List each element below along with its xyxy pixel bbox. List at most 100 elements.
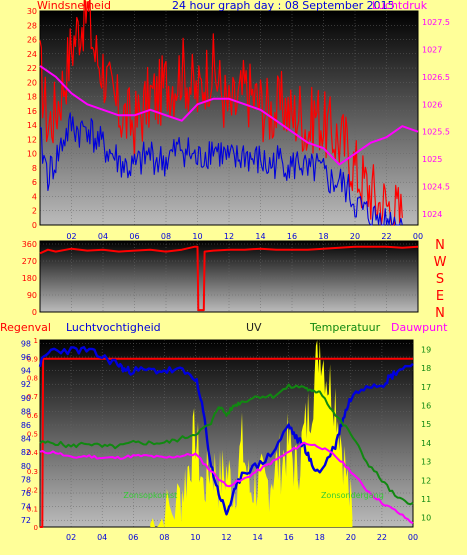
temperature-line (39, 383, 414, 506)
compass-letter: N (435, 306, 445, 321)
rain-tick-label: 1 (34, 337, 38, 345)
wind-tick-label: 20 (27, 78, 37, 87)
direction-series (39, 245, 419, 312)
humidity-tick-label: 96 (21, 353, 31, 362)
pressure-tick-label: 1027.5 (422, 18, 450, 27)
wind-x-tick-label: 06 (129, 232, 139, 241)
humidity-tick-label: 76 (21, 489, 31, 498)
humidity-ticks: 72 74 76 78 80 82 84 86 88 90 92 94 96 98 (21, 339, 31, 525)
direction-grid (39, 240, 419, 313)
wind-tick-label: 10 (27, 150, 37, 159)
rain-ticks: 0 0.1 0.2 0.3 0.4 0.5 0.6 0.7 0.8 0.9 1 (27, 337, 39, 532)
rain-tick-label: 0.9 (27, 356, 38, 364)
chart-title: 24 hour graph day : 08 September 2015 (172, 0, 395, 12)
climate-x-tick-label: 12 (221, 533, 231, 542)
humidity-tick-label: 78 (21, 475, 31, 484)
temperature-tick-label: 15 (421, 420, 431, 429)
wind-series (39, 0, 419, 226)
wind-tick-label: 4 (32, 192, 37, 201)
temperature-tick-label: 16 (421, 401, 431, 410)
rainfall-line (40, 357, 413, 528)
pressure-right-ticks: 1024 1024.5 1025 1025.5 1026 1026.5 1027 1027.5 (422, 18, 450, 219)
temperature-tick-label: 18 (421, 364, 431, 373)
wind-tick-label: 26 (27, 36, 37, 45)
wind-tick-label: 14 (27, 121, 37, 130)
wind-x-ticks: 02 04 06 08 10 12 14 16 18 20 22 00 (66, 232, 423, 241)
sunrise-label: Zonsopkomst (123, 491, 177, 500)
climate-chart: 0 0.1 0.2 0.3 0.4 0.5 0.6 0.7 0.8 0.9 1 72 74 76 78 80… (0, 321, 448, 542)
climate-x-tick-label: 20 (346, 533, 356, 542)
direction-tick-label: 360 (22, 240, 37, 249)
temperature-tick-label: 12 (421, 476, 431, 485)
rain-tick-label: 0.4 (27, 449, 39, 457)
temperature-ticks: 10 11 12 13 14 15 16 17 18 19 (421, 345, 431, 522)
humidity-tick-label: 86 (21, 421, 31, 430)
compass-letter: W (434, 255, 447, 270)
rain-tick-label: 0 (34, 524, 38, 532)
temperature-tick-label: 13 (421, 458, 431, 467)
pressure-tick-label: 1025.5 (422, 128, 450, 137)
wind-tick-label: 2 (32, 207, 37, 216)
pressure-tick-label: 1027 (422, 45, 442, 54)
humidity-tick-label: 82 (21, 448, 31, 457)
climate-x-tick-label: 08 (159, 533, 169, 542)
rain-tick-label: 0.8 (27, 374, 38, 382)
temperature-tick-label: 11 (421, 495, 431, 504)
direction-tick-label: 180 (22, 274, 37, 283)
climate-annotations: Zonsopkomst Zonsondergang (123, 491, 383, 500)
wind-x-tick-label: 10 (192, 232, 202, 241)
wind-tick-label: 16 (27, 107, 37, 116)
compass-letter: N (435, 238, 445, 253)
wind-x-tick-label: 00 (413, 232, 423, 241)
rain-tick-label: 0.5 (27, 431, 38, 439)
temperature-tick-label: 19 (421, 345, 431, 354)
pressure-line (39, 65, 419, 166)
wind-plot-background (40, 11, 418, 225)
humidity-tick-label: 98 (21, 339, 31, 348)
rain-tick-label: 0.1 (27, 505, 38, 513)
uv-area (150, 340, 353, 527)
wind-tick-label: 22 (27, 64, 37, 73)
wind-x-tick-label: 14 (255, 232, 265, 241)
legend-label: UV (246, 321, 262, 334)
wind-x-tick-label: 16 (287, 232, 297, 241)
climate-x-tick-label: 18 (315, 533, 325, 542)
wind-tick-label: 24 (27, 50, 37, 59)
wind-tick-label: 12 (27, 135, 37, 144)
climate-legend: Regenval Luchtvochtigheid UV Temperatuur Dau… (0, 321, 448, 334)
wind-tick-label: 28 (27, 21, 37, 30)
wind-x-tick-label: 04 (98, 232, 108, 241)
temperature-tick-label: 17 (421, 383, 431, 392)
humidity-tick-label: 84 (21, 435, 31, 444)
rain-tick-label: 0.7 (27, 393, 38, 401)
climate-x-ticks: 02 04 06 08 10 12 14 16 18 20 22 00 (66, 533, 418, 542)
climate-x-tick-label: 10 (190, 533, 200, 542)
compass-letter: E (436, 289, 444, 304)
direction-left-ticks: 0 90 180 270 360 (22, 240, 37, 317)
wind-direction-line (39, 245, 419, 312)
climate-x-tick-label: 16 (284, 533, 294, 542)
direction-plot-frame (39, 240, 419, 313)
climate-x-tick-label: 00 (408, 533, 418, 542)
humidity-tick-label: 90 (21, 394, 31, 403)
humidity-tick-label: 80 (21, 462, 31, 471)
dewpoint-line (39, 441, 414, 525)
humidity-tick-label: 74 (21, 503, 31, 512)
climate-x-tick-label: 14 (252, 533, 262, 542)
humidity-tick-label: 72 (21, 516, 31, 525)
wind-tick-label: 6 (32, 178, 37, 187)
luchtdruk-label: Luchtdruk (372, 0, 428, 12)
pressure-tick-label: 1026.5 (422, 73, 450, 82)
legend-label: Temperatuur (309, 321, 381, 334)
climate-x-tick-label: 06 (128, 533, 138, 542)
climate-x-tick-label: 04 (97, 533, 107, 542)
climate-series (38, 340, 414, 528)
legend-label: Luchtvochtigheid (66, 321, 161, 334)
humidity-tick-label: 92 (21, 380, 31, 389)
climate-x-tick-label: 22 (377, 533, 387, 542)
